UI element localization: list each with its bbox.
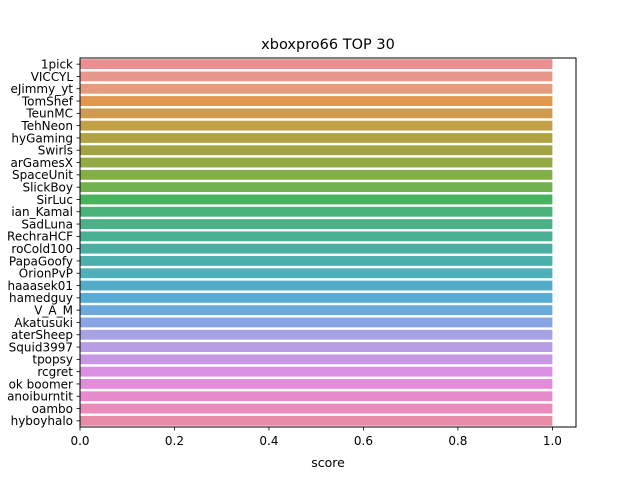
y-tick-label: roCold100 bbox=[11, 242, 73, 256]
y-tick-label: ok boomer bbox=[9, 377, 73, 391]
bar bbox=[80, 169, 553, 180]
bar bbox=[80, 83, 553, 94]
bar bbox=[80, 120, 553, 131]
y-tick-labels: 1pickVICCYLeJimmy_ytTomShefTeunMCTehNeon… bbox=[7, 57, 80, 428]
bar bbox=[80, 403, 553, 414]
y-tick-label: OrionPvP bbox=[19, 267, 73, 281]
x-tick-label: 0.8 bbox=[448, 434, 467, 448]
y-tick-label: SirLuc bbox=[36, 193, 73, 207]
bar bbox=[80, 415, 553, 426]
y-tick-label: VICCYL bbox=[31, 70, 74, 84]
y-tick-label: SpaceUnit bbox=[12, 168, 73, 182]
y-tick-label: SadLuna bbox=[21, 217, 73, 231]
y-tick-label: oambo bbox=[32, 402, 73, 416]
bar bbox=[80, 268, 553, 279]
y-tick-label: 1pick bbox=[41, 57, 73, 71]
bar bbox=[80, 292, 553, 303]
bar bbox=[80, 354, 553, 365]
bar bbox=[80, 379, 553, 389]
bar bbox=[80, 194, 553, 205]
y-tick-label: Squid3997 bbox=[9, 340, 73, 354]
y-tick-label: hyboyhalo bbox=[11, 414, 73, 428]
bar bbox=[80, 133, 553, 143]
bar bbox=[80, 182, 553, 193]
y-tick-label: Akatusuki bbox=[14, 316, 73, 330]
y-tick-label: TeunMC bbox=[25, 107, 73, 121]
y-tick-label: rcgret bbox=[37, 365, 73, 379]
y-tick-label: SlickBoy bbox=[22, 180, 73, 194]
bar bbox=[80, 96, 553, 106]
bar bbox=[80, 305, 553, 316]
y-tick-label: Swirls bbox=[38, 144, 73, 158]
y-tick-label: V_A_M bbox=[34, 303, 73, 317]
y-tick-label: aterSheep bbox=[11, 328, 73, 342]
bar bbox=[80, 280, 553, 291]
x-tick-label: 0.0 bbox=[70, 434, 89, 448]
x-tick-label: 0.2 bbox=[165, 434, 184, 448]
bar bbox=[80, 329, 553, 340]
bar bbox=[80, 157, 553, 168]
bar bbox=[80, 231, 553, 242]
bar bbox=[80, 206, 553, 217]
bars-group bbox=[80, 59, 553, 426]
y-tick-label: RechraHCF bbox=[7, 230, 73, 244]
y-tick-label: tpopsy bbox=[32, 353, 73, 367]
bar bbox=[80, 59, 553, 70]
bar bbox=[80, 243, 553, 254]
bar bbox=[80, 342, 553, 352]
plot-frame bbox=[79, 57, 577, 428]
y-tick-label: hyGaming bbox=[11, 131, 73, 145]
y-tick-label: arGamesX bbox=[11, 156, 73, 170]
y-tick-label: TomShef bbox=[21, 94, 74, 108]
x-tick-label: 1.0 bbox=[543, 434, 562, 448]
chart-title: xboxpro66 TOP 30 bbox=[261, 37, 395, 53]
x-axis-label: score bbox=[311, 455, 345, 470]
y-tick-label: anoiburntit bbox=[7, 390, 73, 404]
bar bbox=[80, 219, 553, 229]
x-tick-label: 0.6 bbox=[354, 434, 373, 448]
y-tick-label: hamedguy bbox=[9, 291, 73, 305]
bar bbox=[80, 256, 553, 266]
bar bbox=[80, 71, 553, 82]
y-tick-label: ian_Kamal bbox=[11, 205, 73, 219]
x-tick-label: 0.4 bbox=[259, 434, 278, 448]
y-tick-label: TehNeon bbox=[20, 119, 73, 133]
bar bbox=[80, 108, 553, 119]
bar bbox=[80, 317, 553, 328]
bar bbox=[80, 391, 553, 402]
bar bbox=[80, 366, 553, 377]
y-tick-label: haaasek01 bbox=[7, 279, 73, 293]
bar bbox=[80, 145, 553, 156]
x-axis: 0.0 0.2 0.4 0.6 0.8 1.0 bbox=[70, 427, 562, 448]
y-tick-label: PapaGoofy bbox=[9, 254, 73, 268]
y-tick-label: eJimmy_yt bbox=[10, 82, 73, 96]
